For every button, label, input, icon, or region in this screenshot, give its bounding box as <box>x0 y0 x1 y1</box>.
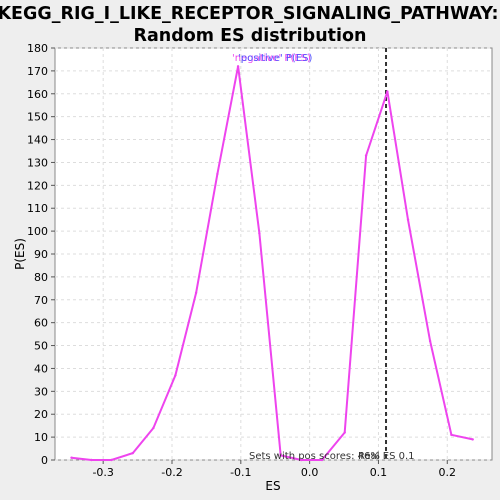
series-line <box>71 66 473 461</box>
y-tick-label: 100 <box>27 225 48 238</box>
y-tick-label: 150 <box>27 111 48 124</box>
series-points <box>70 65 474 462</box>
x-tick-label: -0.1 <box>230 466 251 479</box>
data-point <box>236 65 240 68</box>
data-point <box>300 458 303 462</box>
y-tick-label: 60 <box>34 317 48 330</box>
data-point <box>406 218 410 221</box>
x-tick-label: 0.1 <box>370 466 388 479</box>
data-point <box>174 374 177 377</box>
y-tick-label: 90 <box>34 248 48 261</box>
x-tick-label: 0.0 <box>301 466 319 479</box>
y-tick-label: 140 <box>27 134 48 147</box>
y-tick-label: 180 <box>27 42 48 55</box>
data-point <box>70 456 73 459</box>
y-tick-label: 130 <box>27 156 48 169</box>
y-tick-label: 10 <box>34 431 48 444</box>
data-point <box>471 438 474 441</box>
x-axis: -0.3 -0.2 -0.1 0.0 0.1 0.2 <box>92 460 456 479</box>
gridlines <box>55 47 492 461</box>
x-tick-label: 0.2 <box>439 466 457 479</box>
x-axis-label: ES <box>265 479 280 493</box>
y-tick-label: 0 <box>41 454 48 467</box>
data-point <box>110 458 113 462</box>
data-point <box>258 232 261 235</box>
y-tick-label: 80 <box>34 271 48 284</box>
data-point <box>131 451 134 455</box>
chart-title-line-1: KEGG_RIG_I_LIKE_RECEPTOR_SIGNALING_PATHW… <box>0 4 499 24</box>
y-tick-label: 170 <box>27 65 48 78</box>
sets-with-pos-scores-label: Sets with pos scores: 46% <box>249 451 380 462</box>
y-tick-label: 110 <box>27 202 48 215</box>
legend-negative-label: 'negative' P(ES) <box>232 53 311 64</box>
data-point <box>216 172 219 176</box>
y-tick-label: 30 <box>34 385 48 398</box>
y-axis: 0 10 20 30 40 50 60 70 80 90 100 110 120 130 140 150 160… <box>27 42 55 467</box>
y-tick-label: 40 <box>34 362 48 375</box>
y-tick-label: 160 <box>27 88 48 101</box>
data-point <box>428 339 432 343</box>
x-tick-label: -0.3 <box>92 466 113 479</box>
y-axis-label: P(ES) <box>13 238 27 270</box>
legend-positive-label: 'positive' P(ES) <box>238 53 312 64</box>
x-tick-label: -0.2 <box>161 466 182 479</box>
y-tick-label: 70 <box>34 294 48 307</box>
y-tick-label: 20 <box>34 408 48 421</box>
data-point <box>450 433 453 437</box>
data-point <box>279 454 282 457</box>
data-point <box>320 458 324 462</box>
data-point <box>386 90 389 93</box>
data-point <box>152 426 155 430</box>
data-point <box>90 458 93 462</box>
y-tick-label: 120 <box>27 179 48 192</box>
data-point <box>364 154 368 157</box>
chart-title-line-2: Random ES distribution <box>133 26 366 46</box>
data-point <box>194 291 198 295</box>
data-point <box>343 431 346 434</box>
real-es-label: Real ES 0.1 <box>358 451 414 462</box>
y-tick-label: 50 <box>34 340 48 353</box>
